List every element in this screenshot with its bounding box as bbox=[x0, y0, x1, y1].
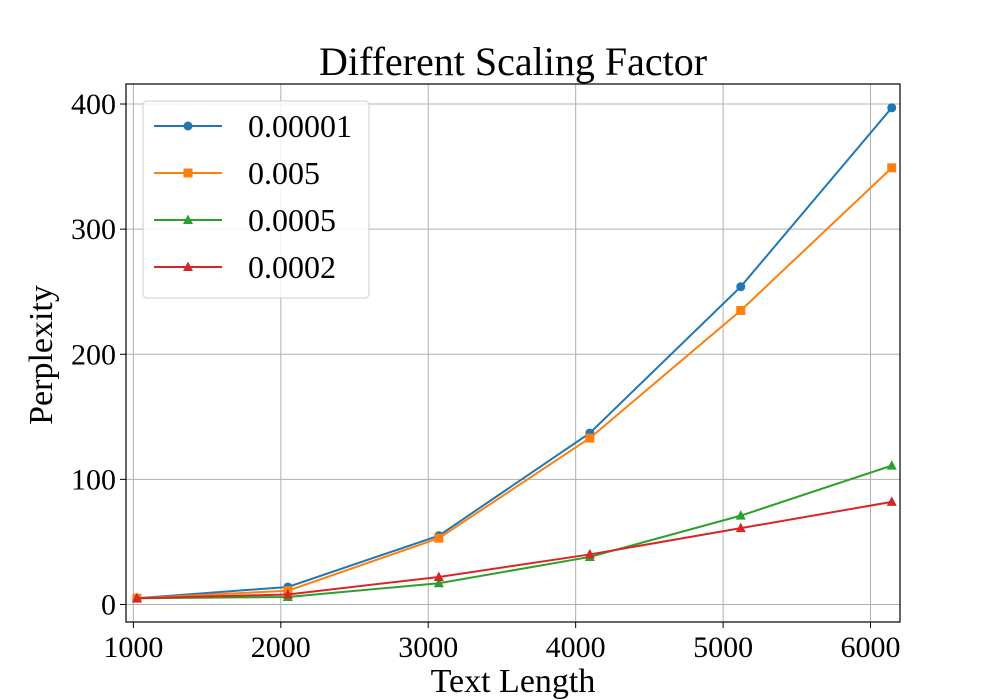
series-line bbox=[136, 464, 893, 600]
data-point bbox=[735, 522, 746, 533]
plot-frame bbox=[125, 83, 901, 623]
data-point bbox=[433, 571, 444, 581]
legend-label: 0.0002 bbox=[248, 249, 336, 285]
chart-title: Different Scaling Factor bbox=[319, 39, 707, 84]
data-point bbox=[584, 548, 595, 559]
data-point bbox=[131, 592, 142, 603]
series-layer bbox=[131, 103, 897, 603]
legend-marker bbox=[183, 168, 193, 178]
x-tick-label: 5000 bbox=[693, 631, 753, 664]
series-line bbox=[136, 107, 893, 600]
legend-label: 0.00001 bbox=[248, 108, 352, 144]
data-point bbox=[433, 577, 444, 588]
legend-item: 0.00001 bbox=[154, 108, 352, 144]
data-point bbox=[736, 282, 746, 292]
series-0.0002 bbox=[131, 496, 897, 603]
legend-item: 0.005 bbox=[154, 155, 320, 191]
y-tick-label: 100 bbox=[71, 463, 116, 496]
data-point bbox=[434, 533, 444, 543]
data-point bbox=[887, 103, 897, 113]
series-line bbox=[136, 167, 893, 600]
x-tick-label: 2000 bbox=[251, 631, 311, 664]
data-point bbox=[887, 163, 897, 173]
data-point bbox=[735, 510, 746, 520]
legend: 0.00001 0.005 0.0005 0.0002 bbox=[142, 100, 370, 299]
legend-marker bbox=[183, 261, 193, 271]
series-line bbox=[136, 500, 892, 600]
data-point bbox=[282, 588, 293, 599]
legend-box bbox=[142, 100, 370, 299]
x-tick-label: 3000 bbox=[398, 631, 458, 664]
x-tick-label: 1000 bbox=[103, 631, 163, 664]
axis-ticks: 1000 2000 3000 4000 5000 6000 0 100 200 300 400 bbox=[71, 88, 901, 664]
x-tick-label: 4000 bbox=[546, 631, 606, 664]
legend-marker bbox=[183, 214, 193, 224]
legend-item: 0.0002 bbox=[154, 249, 336, 285]
legend-item: 0.0005 bbox=[154, 202, 336, 238]
y-tick-label: 0 bbox=[101, 588, 116, 621]
legend-label: 0.005 bbox=[248, 155, 320, 191]
legend-label: 0.0005 bbox=[248, 202, 336, 238]
x-axis-label: Text Length bbox=[431, 663, 596, 700]
series-0.0005 bbox=[131, 460, 897, 603]
data-point bbox=[886, 496, 897, 506]
legend-marker bbox=[183, 121, 193, 131]
data-point bbox=[585, 433, 595, 443]
data-point bbox=[736, 305, 746, 315]
y-tick-label: 200 bbox=[71, 338, 116, 371]
data-point bbox=[886, 460, 897, 470]
y-tick-label: 400 bbox=[71, 88, 116, 121]
y-axis-label: Perplexity bbox=[23, 285, 60, 425]
x-tick-label: 6000 bbox=[841, 631, 901, 664]
y-tick-label: 300 bbox=[71, 213, 116, 246]
